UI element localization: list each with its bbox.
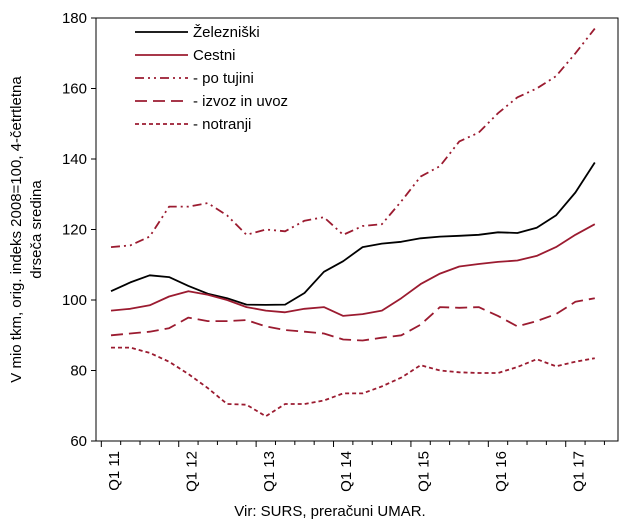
x-tick-label: Q1 13 — [261, 451, 278, 492]
x-axis-ticks: Q1 11 Q1 12 Q1 13 Q1 14 Q1 15 Q1 16 Q1 17 — [100, 441, 605, 492]
x-tick-label: Q1 17 — [570, 451, 587, 492]
y-tick-label: 140 — [62, 151, 87, 168]
x-tick-label: Q1 11 — [106, 451, 123, 491]
y-tick-label: 180 — [62, 10, 87, 27]
y-tick-label: 160 — [62, 81, 87, 98]
y-axis-title-line: drseča sredina — [28, 180, 45, 279]
y-tick-label: 80 — [70, 363, 87, 380]
y-axis-title-line: V mio tkm, orig. indeks 2008=100, 4-četr… — [8, 76, 25, 383]
legend-label: Cestni — [193, 47, 236, 64]
series-line-3 — [110, 28, 596, 248]
plot-frame — [95, 17, 619, 442]
x-tick-label: Q1 12 — [183, 451, 200, 492]
legend-label: - izvoz in uvoz — [193, 93, 288, 110]
legend-label: Železniški — [193, 24, 260, 41]
x-tick-label: Q1 16 — [493, 451, 510, 492]
y-tick-label: 60 — [70, 433, 87, 450]
x-tick-label: Q1 14 — [338, 451, 355, 492]
y-tick-label: 120 — [62, 222, 87, 239]
x-tick-label: Q1 15 — [416, 451, 433, 492]
series-line-2 — [110, 223, 596, 317]
series-lines — [110, 28, 596, 418]
y-tick-label: 100 — [62, 292, 87, 309]
y-axis-ticks: 60 80 100 120 140 160 180 — [62, 10, 96, 450]
plot-border — [95, 17, 619, 442]
series-line-4 — [110, 297, 595, 342]
series-line-1 — [110, 162, 596, 306]
legend-label: - po tujini — [193, 70, 254, 87]
legend-label: - notranji — [193, 116, 251, 133]
legend: Železniški Cestni - po tujini - izvoz in uv… — [135, 24, 288, 133]
source-note: Vir: SURS, preračuni UMAR. — [234, 503, 425, 520]
series-line-5 — [111, 346, 595, 418]
y-axis-title: V mio tkm, orig. indeks 2008=100, 4-četr… — [8, 76, 45, 383]
